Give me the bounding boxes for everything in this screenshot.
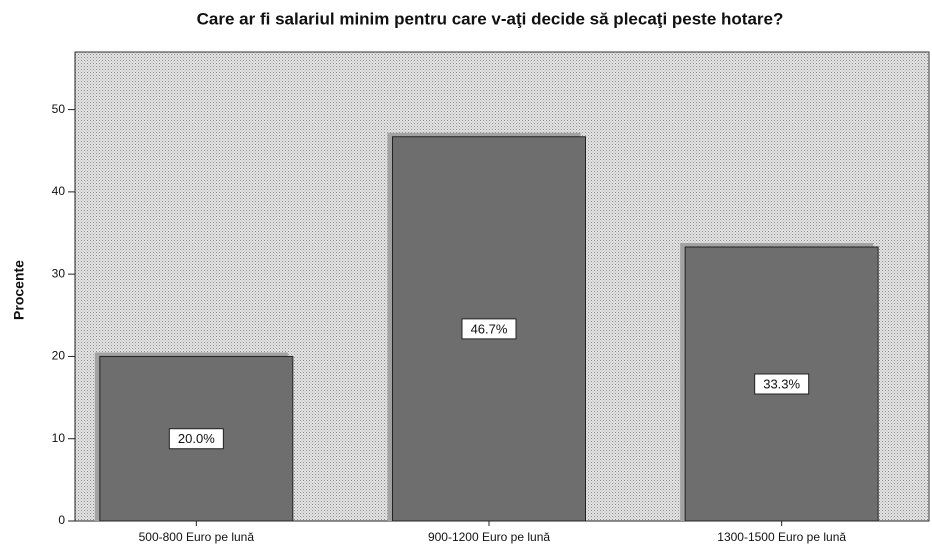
y-tick-label: 50 [52,102,66,116]
y-tick-label: 10 [52,431,66,445]
value-label: 20.0% [178,431,215,446]
y-tick-label: 40 [52,184,66,198]
y-axis-label: Procente [11,260,27,320]
y-tick-label: 20 [52,349,66,363]
chart-title: Care ar fi salariul minim pentru care v-… [197,9,784,28]
x-tick-label: 1300-1500 Euro pe lună [717,530,846,544]
value-label: 46.7% [471,321,508,336]
y-tick-label: 0 [58,513,65,527]
value-label-box [168,428,224,450]
y-tick-label: 30 [52,266,66,280]
value-label-box [461,318,517,340]
x-tick-label: 900-1200 Euro pe lună [428,530,550,544]
value-label: 33.3% [763,376,800,391]
x-tick-label: 500-800 Euro pe lună [139,530,255,544]
value-label-box [754,373,810,395]
